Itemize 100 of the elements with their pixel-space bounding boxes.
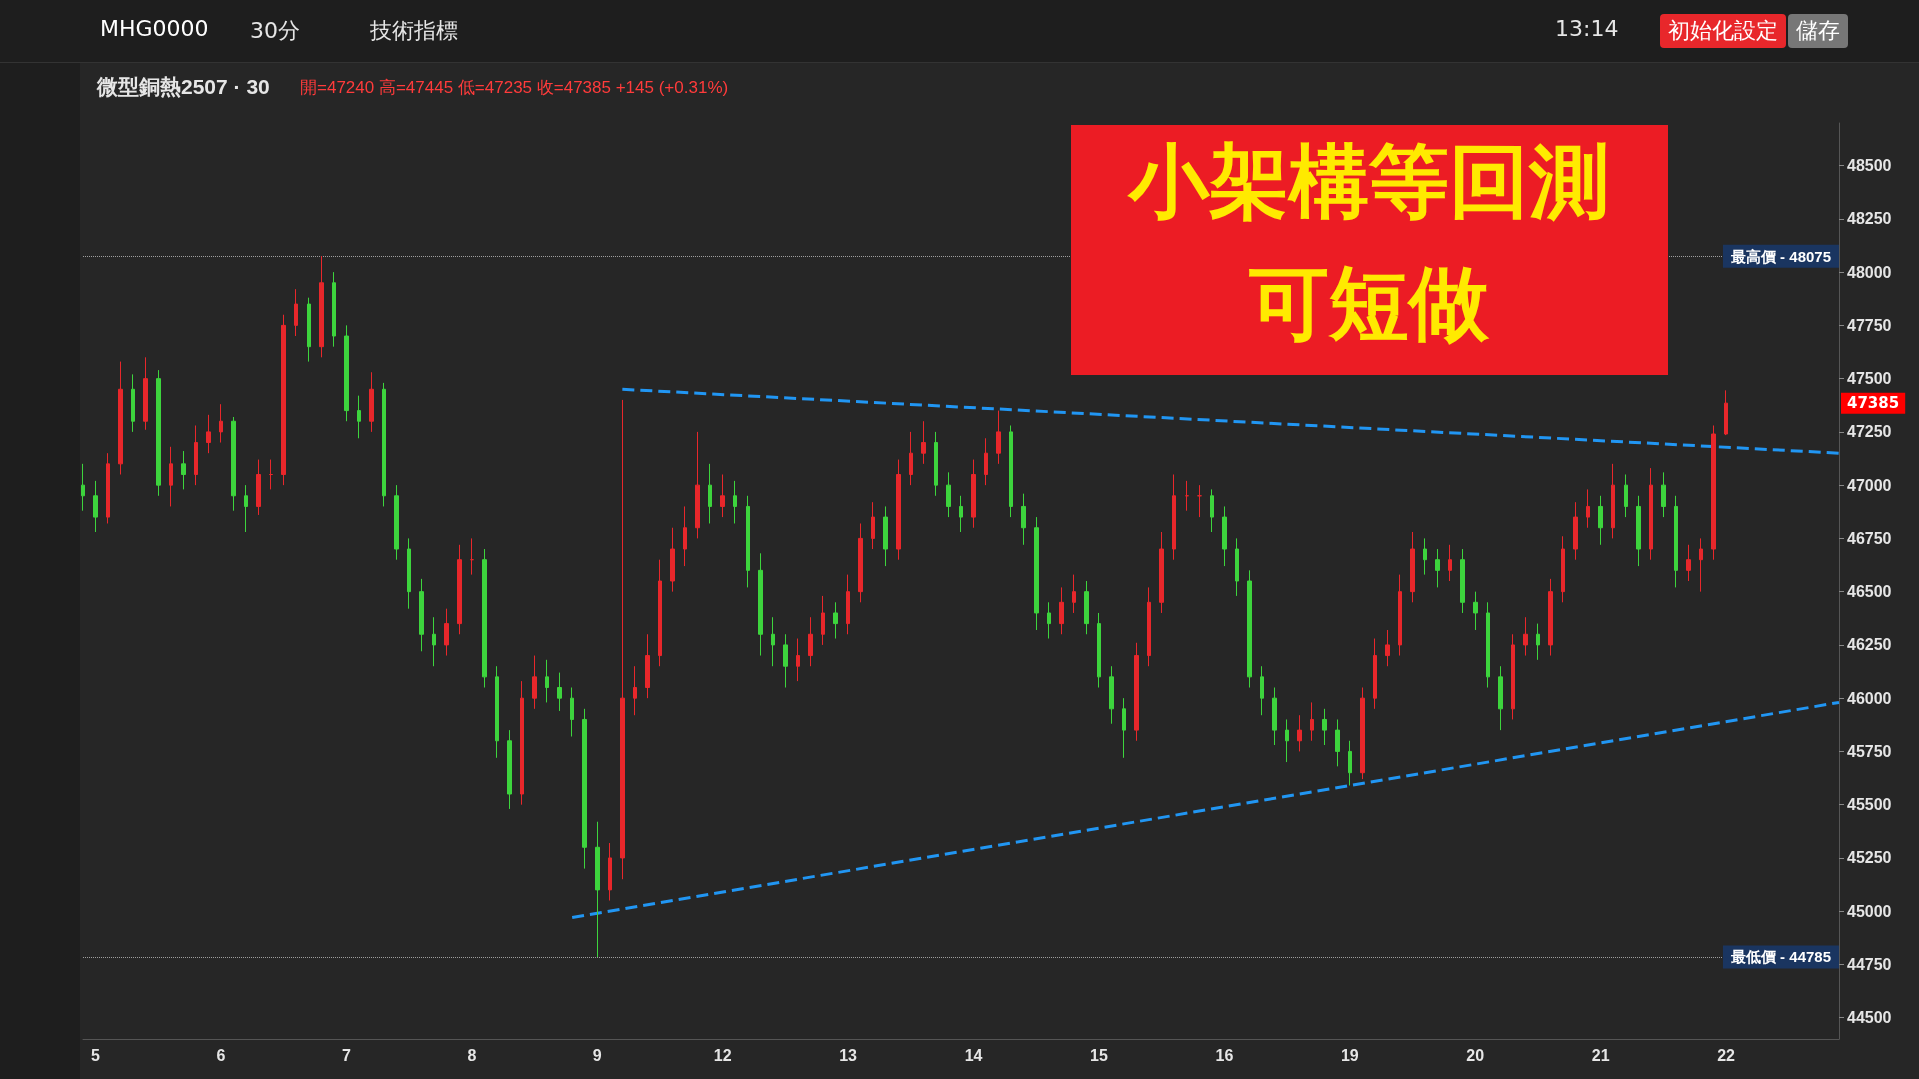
candlestick — [658, 559, 662, 667]
x-tick-label: 20 — [1466, 1046, 1485, 1064]
candlestick — [1511, 633, 1515, 720]
candlestick — [1335, 718, 1340, 767]
candlestick — [131, 373, 135, 433]
candlestick — [1536, 623, 1540, 661]
candlestick — [1272, 687, 1277, 746]
y-tick-label: 44500 — [1847, 1009, 1892, 1027]
candlestick — [1159, 531, 1164, 614]
candlestick — [1398, 574, 1402, 657]
candlestick — [169, 446, 173, 507]
candlestick — [971, 459, 976, 529]
candlestick — [1611, 463, 1615, 539]
candlestick — [1322, 708, 1327, 746]
candlestick — [244, 484, 248, 533]
candlestick — [1285, 718, 1289, 763]
annotation: 可短做 — [1248, 256, 1490, 350]
candlestick — [1410, 531, 1415, 603]
y-tick-label: 47750 — [1847, 316, 1892, 334]
candlestick — [532, 655, 537, 710]
chart-title: 微型銅熱2507 · 30 — [96, 75, 270, 98]
ref-line-label: 最高價 - 48075 — [1729, 247, 1831, 265]
candlestick — [645, 633, 650, 699]
candlestick — [269, 459, 273, 490]
candlestick — [545, 659, 549, 703]
candlestick — [1636, 495, 1641, 567]
candlestick — [495, 665, 499, 759]
candlestick — [1310, 701, 1314, 742]
candlestick — [307, 297, 311, 363]
candlestick — [1172, 473, 1176, 561]
candlestick — [1435, 548, 1440, 588]
candlestick — [1624, 473, 1628, 518]
candlestick — [332, 271, 336, 348]
candlestick — [1021, 493, 1026, 546]
candlestick — [1122, 697, 1126, 759]
candlestick — [482, 548, 487, 689]
candlestick — [1573, 501, 1578, 561]
text: 初始化設定 — [1660, 14, 1786, 48]
candlestick — [1210, 488, 1214, 533]
candlestick — [1548, 578, 1553, 657]
candlestick — [357, 395, 361, 439]
candlestick — [620, 399, 625, 880]
candlestick — [1247, 569, 1252, 689]
candlestick — [1348, 740, 1352, 786]
candlestick — [206, 414, 211, 454]
candlestick — [1235, 537, 1239, 597]
annotation: 小架構等回測 — [1127, 134, 1609, 228]
candlestick — [695, 431, 700, 539]
candlestick — [1699, 537, 1703, 593]
candlestick — [319, 255, 324, 358]
candlestick — [1222, 505, 1227, 567]
candlestick — [118, 361, 123, 475]
candlestick — [1523, 616, 1528, 657]
x-tick-label: 22 — [1717, 1046, 1736, 1064]
candlestick — [708, 463, 712, 524]
candlestick — [1072, 574, 1076, 614]
candlestick — [557, 672, 562, 712]
x-tick-label: 21 — [1591, 1046, 1610, 1064]
y-tick-label: 48000 — [1847, 263, 1892, 281]
candlestick — [294, 288, 298, 337]
candlestick — [1498, 665, 1503, 731]
y-tick-label: 47250 — [1847, 423, 1892, 441]
candlestick — [833, 601, 838, 640]
candlestick — [582, 708, 587, 870]
x-tick-label: 9 — [592, 1046, 602, 1064]
x-tick-label: 13 — [839, 1046, 858, 1064]
candlestick — [1448, 544, 1452, 582]
candlestick — [984, 437, 988, 486]
x-tick-label: 7 — [341, 1046, 351, 1064]
candlestick — [470, 537, 474, 576]
candlestick — [733, 480, 737, 524]
y-tick-label: 45250 — [1847, 849, 1892, 867]
candlestick — [1724, 389, 1728, 436]
candlestick — [1686, 544, 1691, 582]
candlestick — [720, 473, 725, 518]
y-tick-label: 45750 — [1847, 742, 1892, 760]
candlestick — [344, 324, 349, 422]
x-tick-label: 15 — [1090, 1046, 1108, 1064]
candlestick — [796, 638, 800, 682]
y-tick-label: 48500 — [1847, 157, 1892, 175]
candlestick — [959, 495, 963, 533]
x-tick-label: 8 — [467, 1046, 477, 1064]
candlestick — [1661, 471, 1666, 518]
candlestick — [81, 463, 85, 512]
candlestick — [595, 821, 600, 958]
candlestick — [419, 578, 424, 652]
candlestick — [143, 356, 148, 431]
candlestick — [858, 522, 863, 603]
chart-subtitle: 開=47240 高=47445 低=47235 收=47385 +145 (+0.31%) — [300, 78, 729, 97]
candlestick — [1373, 638, 1377, 710]
x-tick-label: 5 — [91, 1046, 101, 1064]
candlestick — [1109, 665, 1114, 725]
candlestick — [256, 459, 261, 516]
text: 13:14 — [1555, 16, 1619, 41]
candlestick — [1423, 537, 1427, 576]
candlestick — [821, 595, 825, 646]
candlestick — [382, 382, 386, 507]
candlestick — [946, 471, 951, 518]
candlestick — [896, 459, 901, 561]
candlestick — [921, 420, 926, 465]
